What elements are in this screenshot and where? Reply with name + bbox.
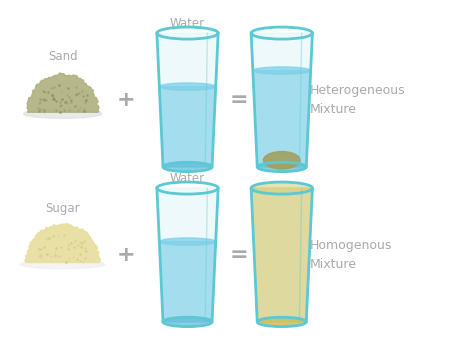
Ellipse shape [257, 317, 306, 327]
Polygon shape [251, 188, 312, 322]
Text: +: + [117, 90, 136, 110]
Text: Sugar: Sugar [46, 202, 80, 215]
Polygon shape [251, 188, 312, 322]
Ellipse shape [253, 67, 310, 74]
Text: Sand: Sand [48, 50, 77, 62]
Ellipse shape [163, 162, 212, 171]
Text: Water: Water [170, 17, 205, 31]
Polygon shape [159, 87, 216, 167]
Text: =: = [230, 90, 249, 110]
Polygon shape [159, 242, 216, 322]
Text: Water: Water [170, 173, 205, 185]
Text: Homogenous
Mixture: Homogenous Mixture [310, 239, 392, 271]
Text: +: + [117, 245, 136, 265]
Ellipse shape [159, 238, 216, 245]
Ellipse shape [159, 83, 216, 90]
Ellipse shape [24, 109, 102, 118]
Ellipse shape [251, 182, 312, 194]
Polygon shape [157, 188, 218, 322]
Polygon shape [157, 33, 218, 167]
Ellipse shape [264, 152, 300, 169]
Ellipse shape [163, 317, 212, 327]
Ellipse shape [20, 260, 105, 269]
Text: =: = [230, 245, 249, 265]
Polygon shape [253, 71, 310, 167]
Polygon shape [27, 73, 99, 112]
Text: Heterogeneous
Mixture: Heterogeneous Mixture [310, 84, 406, 116]
Ellipse shape [257, 162, 306, 171]
Polygon shape [251, 33, 312, 167]
Polygon shape [25, 224, 100, 262]
